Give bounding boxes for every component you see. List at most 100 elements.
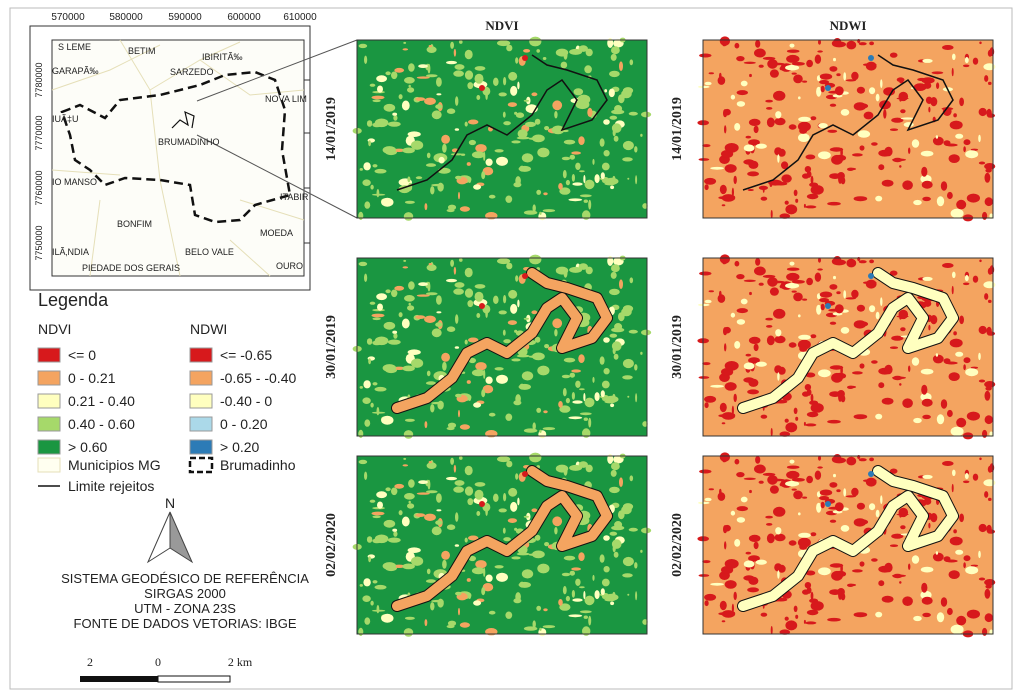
raster-patch	[407, 503, 414, 508]
raster-patch	[829, 66, 837, 72]
raster-patch	[394, 68, 404, 73]
raster-patch	[983, 63, 995, 70]
raster-patch	[503, 537, 511, 541]
raster-patch	[767, 277, 778, 287]
raster-patch	[770, 69, 779, 77]
raster-patch	[595, 174, 600, 183]
raster-patch	[552, 100, 562, 110]
raster-patch	[749, 74, 752, 77]
raster-patch	[370, 403, 373, 408]
row-label: 02/02/2020	[670, 513, 685, 577]
raster-patch	[431, 402, 444, 404]
raster-patch	[892, 377, 906, 380]
raster-patch	[432, 328, 442, 337]
raster-patch	[408, 281, 415, 290]
raster-patch	[475, 292, 484, 302]
raster-patch	[988, 466, 992, 473]
raster-patch	[979, 524, 987, 532]
raster-patch	[372, 341, 381, 346]
raster-patch	[771, 210, 773, 219]
raster-patch	[454, 267, 456, 275]
raster-patch	[476, 313, 480, 318]
raster-patch	[833, 58, 836, 61]
raster-patch	[846, 297, 856, 299]
raster-patch	[979, 162, 985, 165]
raster-patch	[536, 49, 540, 53]
raster-panel	[353, 255, 652, 439]
raster-patch	[749, 337, 761, 344]
raster-patch	[425, 203, 428, 210]
raster-patch	[455, 394, 461, 398]
raster-patch	[497, 258, 510, 264]
row-label: 02/02/2020	[324, 513, 339, 577]
raster-patch	[469, 140, 476, 145]
raster-patch	[571, 369, 581, 372]
raster-patch	[481, 171, 485, 179]
raster-patch	[947, 410, 953, 417]
raster-patch	[543, 608, 547, 611]
raster-patch	[843, 290, 846, 298]
raster-patch	[362, 595, 370, 602]
legend-swatch	[190, 458, 212, 472]
raster-patch	[955, 352, 963, 357]
raster-patch	[805, 621, 816, 624]
raster-patch	[564, 51, 568, 60]
raster-patch	[393, 333, 397, 339]
raster-patch	[949, 154, 960, 163]
raster-patch	[780, 285, 785, 288]
raster-patch	[587, 108, 592, 117]
raster-patch	[710, 385, 724, 388]
raster-patch	[495, 149, 504, 152]
raster-patch	[611, 272, 617, 279]
raster-patch	[404, 77, 415, 84]
raster-patch	[857, 503, 865, 510]
place-label: PIEDADE DOS GERAIS	[82, 263, 180, 273]
raster-patch	[817, 466, 823, 468]
raster-patch	[370, 84, 376, 87]
raster-patch	[982, 430, 987, 438]
raster-patch	[367, 536, 372, 543]
raster-patch	[950, 121, 963, 130]
raster-patch	[863, 281, 877, 284]
raster-patch	[908, 564, 910, 570]
raster-patch	[441, 135, 450, 144]
raster-patch	[952, 272, 956, 278]
raster-patch	[439, 157, 445, 164]
raster-patch	[984, 579, 995, 586]
raster-patch	[818, 567, 831, 575]
place-label: GARAPÃ‰	[52, 66, 99, 76]
raster-patch	[723, 460, 726, 462]
raster-patch	[372, 100, 380, 103]
raster-patch	[805, 423, 816, 426]
raster-patch	[465, 122, 468, 127]
raster-patch	[736, 274, 744, 279]
raster-patch	[988, 50, 992, 57]
raster-patch	[431, 600, 444, 602]
raster-patch	[984, 163, 995, 170]
raster-patch	[702, 560, 710, 563]
raster-patch	[373, 164, 378, 167]
raster-patch	[798, 533, 811, 538]
raster-patch	[979, 260, 981, 263]
raster-patch	[897, 77, 905, 82]
raster-patch	[558, 183, 563, 190]
raster-patch	[704, 594, 716, 601]
reference-text: SISTEMA GEODÉSICO DE REFERÊNCIA	[61, 571, 309, 586]
raster-patch	[552, 318, 562, 328]
raster-patch	[847, 584, 854, 587]
raster-patch	[513, 598, 521, 603]
raster-patch	[363, 578, 370, 586]
raster-patch	[376, 75, 387, 82]
raster-patch	[561, 62, 568, 69]
raster-patch	[453, 288, 464, 294]
raster-patch	[884, 563, 892, 573]
raster-patch	[720, 185, 727, 194]
raster-patch	[952, 286, 954, 294]
raster-patch	[612, 341, 622, 351]
legend-swatch	[190, 348, 212, 362]
reference-text: UTM - ZONA 23S	[134, 601, 236, 616]
raster-patch	[759, 481, 764, 484]
place-label: BELO VALE	[185, 247, 234, 257]
raster-patch	[455, 512, 458, 522]
raster-patch	[936, 353, 938, 356]
